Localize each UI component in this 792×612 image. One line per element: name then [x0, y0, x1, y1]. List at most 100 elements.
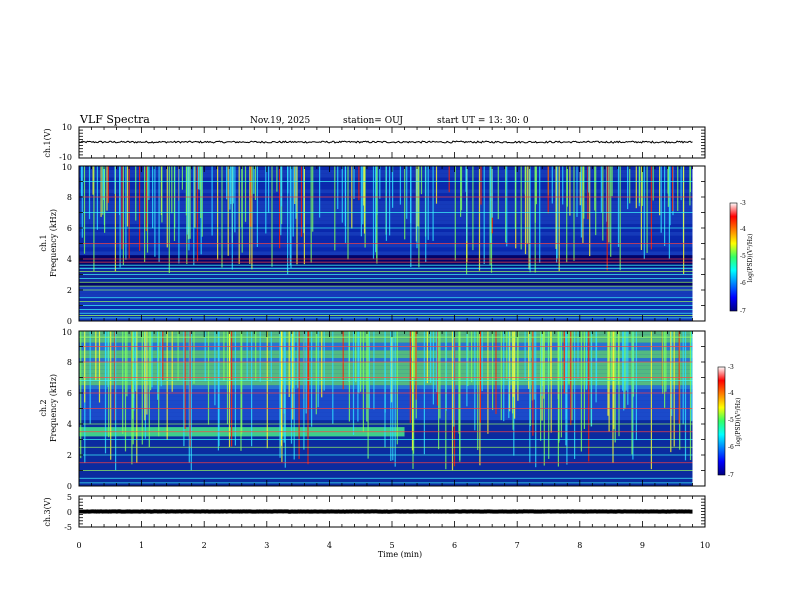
- sferic-streak: [295, 166, 297, 219]
- sferic-streak: [186, 166, 188, 235]
- sferic-streak: [573, 166, 575, 261]
- sferic-streak: [497, 166, 499, 220]
- sferic-streak: [481, 331, 483, 392]
- spectrogram-band: [79, 274, 693, 279]
- sferic-streak: [373, 331, 375, 410]
- sferic-streak: [119, 166, 121, 216]
- sferic-streak: [673, 331, 675, 447]
- sferic-streak: [292, 331, 294, 420]
- sferic-streak: [583, 166, 585, 219]
- sferic-streak: [500, 331, 502, 421]
- sferic-streak: [298, 331, 300, 459]
- spectrogram-band: [79, 239, 693, 244]
- sferic-streak: [366, 331, 368, 422]
- sferic-streak: [635, 331, 637, 441]
- sferic-streak: [683, 166, 685, 274]
- sferic-streak: [391, 331, 393, 403]
- sferic-streak: [234, 331, 236, 446]
- spectrogram-band: [79, 381, 693, 386]
- sferic-streak: [244, 166, 247, 222]
- sferic-streak: [541, 331, 543, 396]
- x-tick-label: 7: [515, 541, 520, 550]
- sferic-streak: [352, 331, 355, 435]
- ytick-label-ch2-6: 6: [67, 389, 72, 398]
- sferic-streak: [93, 166, 95, 272]
- sferic-streak: [223, 331, 225, 382]
- sferic-streak: [102, 166, 104, 201]
- ytick-label-ch1-8: 8: [67, 193, 72, 202]
- sferic-streak: [529, 331, 531, 463]
- x-tick-label: 0: [76, 541, 81, 550]
- sferic-streak: [580, 331, 582, 452]
- spectrogram-band: [79, 435, 693, 440]
- spectrogram-band: [79, 474, 693, 479]
- ytick-label-ch3-top: 5: [67, 493, 72, 502]
- sferic-streak: [188, 166, 190, 251]
- spectrogram-band: [79, 243, 693, 248]
- sferic-streak: [385, 166, 387, 241]
- spectrogram-band: [79, 270, 693, 275]
- sferic-streak: [342, 331, 344, 390]
- ylabel-ch1-waveform: ch.1(V): [43, 128, 52, 157]
- sferic-streak: [638, 166, 641, 203]
- sferic-streak: [104, 166, 106, 233]
- sferic-streak: [284, 331, 286, 468]
- sferic-streak: [517, 331, 519, 391]
- sferic-streak: [231, 331, 233, 447]
- spectrogram-band: [79, 301, 693, 306]
- spectrogram-band: [79, 470, 693, 475]
- sferic-streak: [445, 331, 447, 411]
- sferic-streak: [467, 331, 469, 387]
- sferic-streak: [357, 331, 359, 422]
- sferic-streak: [413, 331, 415, 454]
- sferic-streak: [684, 331, 687, 461]
- sferic-streak: [617, 166, 620, 247]
- sferic-streak: [193, 331, 195, 384]
- sferic-streak: [559, 331, 561, 380]
- sferic-streak: [122, 166, 124, 265]
- sferic-streak: [303, 166, 305, 234]
- sferic-streak: [611, 166, 613, 197]
- sferic-streak: [471, 331, 473, 383]
- colorbar-tick-ch1-m5: -5: [740, 253, 746, 260]
- sferic-streak: [183, 331, 185, 447]
- sferic-streak: [600, 166, 602, 213]
- sferic-streak: [199, 166, 201, 190]
- sferic-streak: [478, 166, 481, 271]
- sferic-streak: [608, 166, 610, 243]
- sferic-streak: [360, 331, 362, 392]
- sferic-streak: [105, 331, 107, 382]
- sferic-streak: [590, 331, 593, 427]
- sferic-streak: [121, 166, 123, 250]
- sferic-streak: [204, 331, 206, 382]
- sferic-streak: [390, 331, 392, 403]
- sferic-streak: [528, 331, 530, 389]
- sferic-streak: [293, 331, 295, 460]
- colorbar-gradient-ch2: [717, 366, 726, 476]
- sferic-streak: [641, 166, 643, 206]
- sferic-streak: [680, 166, 682, 201]
- spectrogram-band: [79, 389, 693, 393]
- sferic-streak: [311, 331, 313, 427]
- sferic-streak: [664, 331, 666, 408]
- sferic-streak: [158, 166, 160, 263]
- sferic-streak: [124, 331, 127, 452]
- sferic-streak: [566, 166, 568, 263]
- ylabel-ch2-frequency: Frequency (kHz): [49, 374, 58, 442]
- sferic-streak: [166, 166, 168, 248]
- sferic-streak: [588, 166, 590, 193]
- sferic-streak: [650, 331, 652, 470]
- sferic-streak: [259, 331, 261, 382]
- ytick-label-ch1-6: 6: [67, 224, 72, 233]
- start-ut-label: start UT = 13: 30: 0: [437, 116, 529, 126]
- sferic-streak: [162, 331, 164, 381]
- sferic-streak: [100, 166, 102, 217]
- spectrogram-band: [79, 354, 693, 359]
- sferic-streak: [417, 166, 419, 227]
- sferic-streak: [491, 166, 493, 218]
- sferic-streak: [98, 331, 101, 403]
- x-tick-label: 3: [264, 541, 269, 550]
- sferic-streak: [181, 166, 183, 190]
- sferic-streak: [671, 331, 673, 416]
